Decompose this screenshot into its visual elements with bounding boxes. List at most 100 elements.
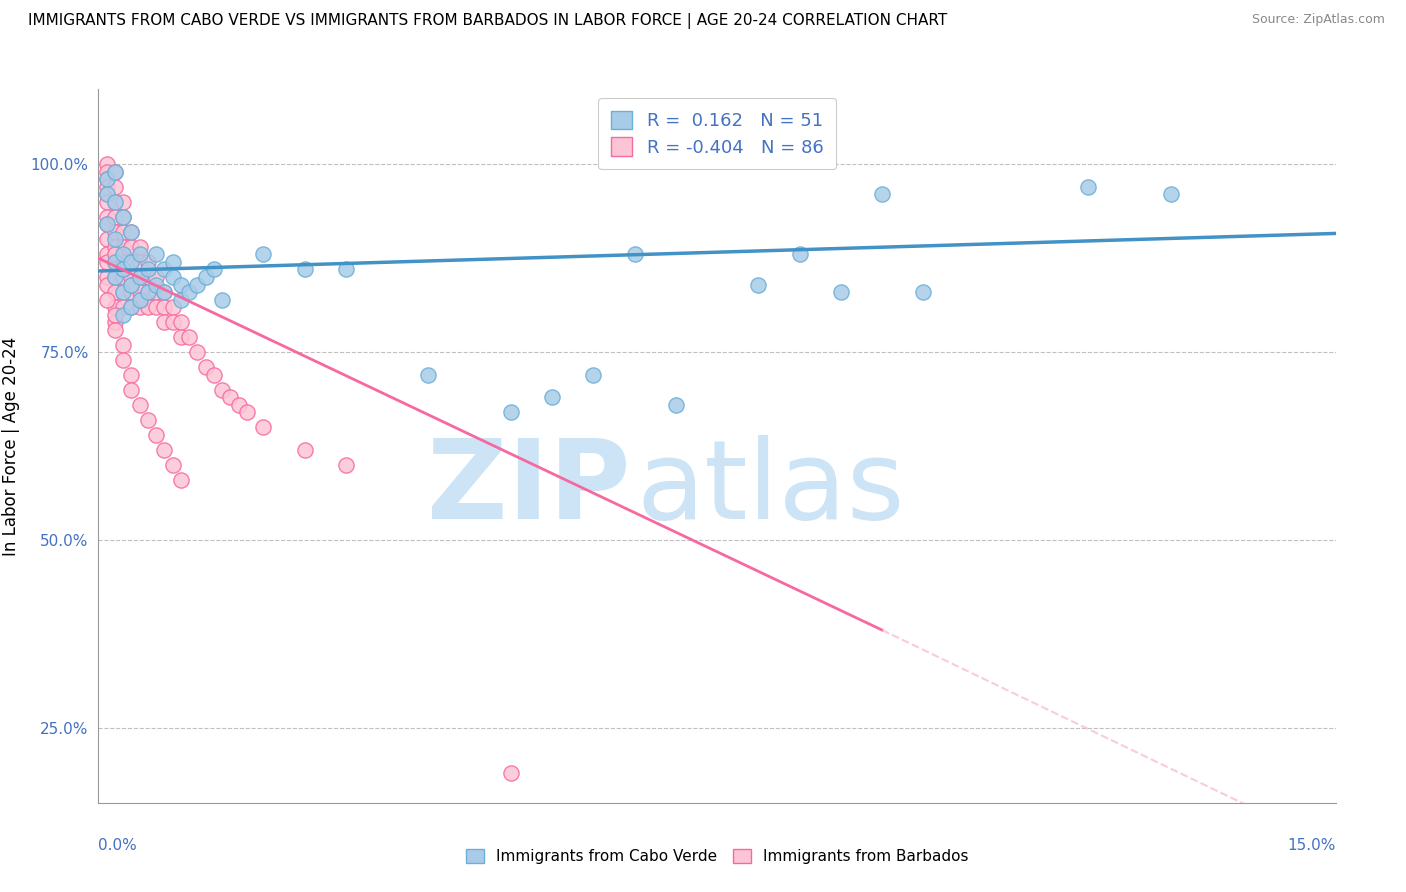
Point — [153, 315, 176, 329]
Point — [136, 300, 159, 314]
Point — [170, 277, 193, 292]
Legend: Immigrants from Cabo Verde, Immigrants from Barbados: Immigrants from Cabo Verde, Immigrants f… — [457, 840, 977, 873]
Point — [136, 255, 159, 269]
Point — [1160, 187, 1182, 202]
Point — [128, 398, 150, 412]
Point — [128, 247, 150, 261]
Point — [112, 352, 135, 367]
Point — [112, 247, 135, 261]
Point — [120, 285, 142, 299]
Point — [418, 368, 440, 382]
Point — [228, 398, 250, 412]
Point — [96, 172, 118, 186]
Point — [145, 285, 167, 299]
Point — [120, 240, 142, 254]
Point — [186, 345, 208, 359]
Point — [870, 187, 893, 202]
Point — [104, 270, 127, 285]
Point — [120, 225, 142, 239]
Point — [153, 442, 176, 457]
Point — [112, 225, 135, 239]
Point — [665, 398, 688, 412]
Point — [335, 262, 357, 277]
Point — [236, 405, 259, 419]
Point — [112, 194, 135, 209]
Point — [294, 262, 316, 277]
Point — [120, 255, 142, 269]
Point — [170, 315, 193, 329]
Point — [104, 255, 127, 269]
Point — [96, 277, 118, 292]
Point — [128, 255, 150, 269]
Point — [104, 322, 127, 336]
Point — [104, 194, 127, 209]
Point — [128, 270, 150, 285]
Point — [112, 255, 135, 269]
Point — [128, 270, 150, 285]
Point — [136, 285, 159, 299]
Point — [104, 165, 127, 179]
Point — [912, 285, 935, 299]
Point — [96, 165, 118, 179]
Point — [104, 225, 127, 239]
Point — [104, 232, 127, 246]
Point — [252, 420, 274, 434]
Point — [252, 247, 274, 261]
Point — [96, 293, 118, 307]
Point — [153, 285, 176, 299]
Point — [96, 187, 118, 202]
Point — [211, 293, 233, 307]
Point — [104, 270, 127, 285]
Point — [499, 405, 522, 419]
Point — [623, 247, 645, 261]
Point — [335, 458, 357, 472]
Point — [104, 179, 127, 194]
Point — [170, 330, 193, 344]
Point — [112, 300, 135, 314]
Point — [145, 277, 167, 292]
Point — [145, 270, 167, 285]
Point — [104, 194, 127, 209]
Point — [96, 232, 118, 246]
Point — [96, 172, 118, 186]
Text: 0.0%: 0.0% — [98, 838, 138, 854]
Point — [128, 293, 150, 307]
Point — [153, 285, 176, 299]
Point — [194, 360, 217, 375]
Point — [747, 277, 769, 292]
Point — [162, 300, 184, 314]
Point — [96, 255, 118, 269]
Text: Source: ZipAtlas.com: Source: ZipAtlas.com — [1251, 13, 1385, 27]
Point — [104, 240, 127, 254]
Point — [136, 270, 159, 285]
Point — [120, 277, 142, 292]
Point — [120, 300, 142, 314]
Point — [120, 277, 142, 292]
Point — [170, 293, 193, 307]
Point — [582, 368, 605, 382]
Point — [96, 247, 118, 261]
Point — [112, 270, 135, 285]
Point — [120, 225, 142, 239]
Point — [830, 285, 852, 299]
Point — [789, 247, 811, 261]
Point — [136, 413, 159, 427]
Point — [96, 157, 118, 171]
Point — [104, 255, 127, 269]
Point — [120, 300, 142, 314]
Text: 15.0%: 15.0% — [1288, 838, 1336, 854]
Point — [96, 187, 118, 202]
Text: atlas: atlas — [637, 435, 905, 542]
Point — [153, 300, 176, 314]
Text: IMMIGRANTS FROM CABO VERDE VS IMMIGRANTS FROM BARBADOS IN LABOR FORCE | AGE 20-2: IMMIGRANTS FROM CABO VERDE VS IMMIGRANTS… — [28, 13, 948, 29]
Point — [112, 285, 135, 299]
Point — [136, 262, 159, 277]
Point — [128, 300, 150, 314]
Point — [112, 210, 135, 224]
Point — [120, 255, 142, 269]
Point — [128, 285, 150, 299]
Point — [179, 285, 201, 299]
Point — [104, 247, 127, 261]
Point — [153, 262, 176, 277]
Point — [104, 285, 127, 299]
